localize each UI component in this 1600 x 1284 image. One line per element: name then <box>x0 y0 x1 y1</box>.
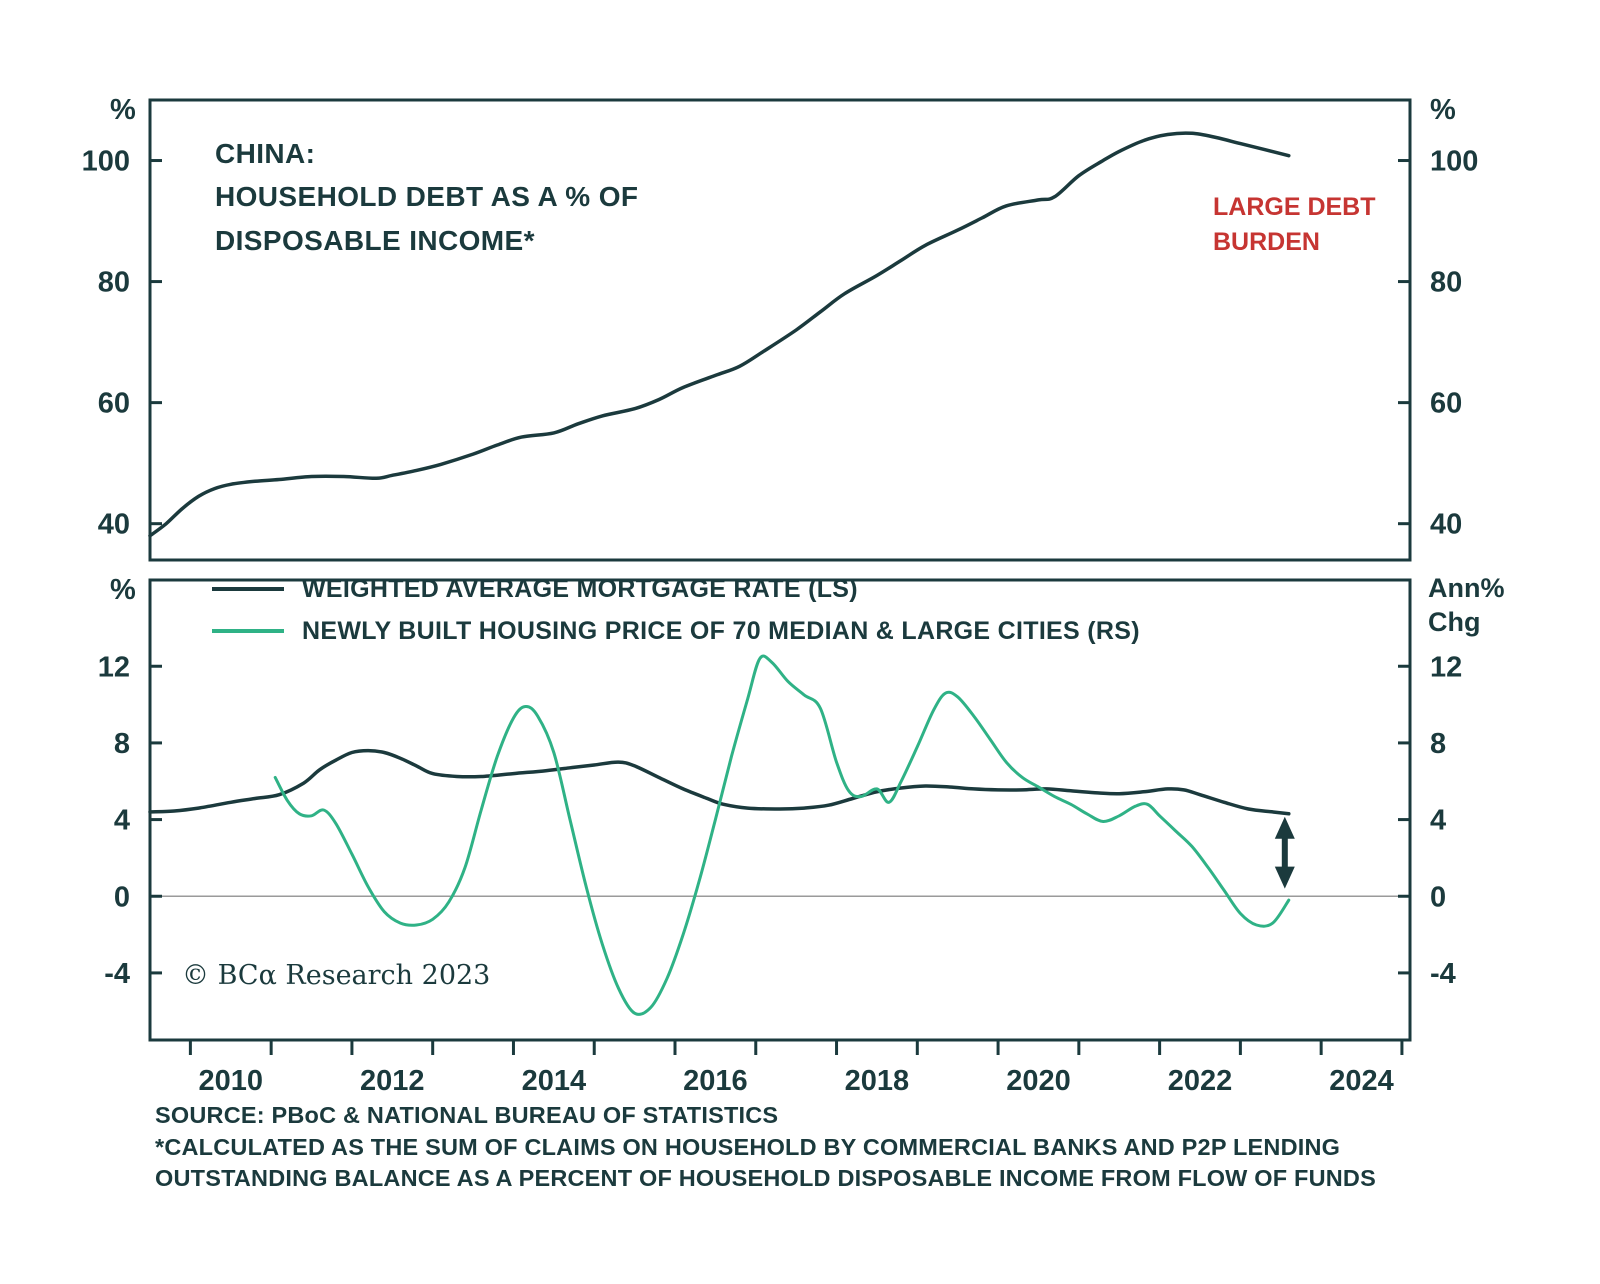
x-tick-label: 2024 <box>1329 1065 1394 1097</box>
bottom-series-line-0 <box>148 748 1291 816</box>
copyright-bca-research: © BCα Research 2023 <box>182 960 491 991</box>
top-y-tick-label-right: 100 <box>1430 146 1478 178</box>
top-right-axis-unit: % <box>1430 94 1456 126</box>
bottom-y-tick-label-right: -4 <box>1430 958 1456 990</box>
bottom-left-axis-unit: % <box>110 574 136 606</box>
bottom-series-line-1 <box>273 654 1291 1016</box>
chart-title: CHINA: HOUSEHOLD DEBT AS A % OF DISPOSAB… <box>215 138 639 256</box>
bottom-y-tick-label-right: 0 <box>1430 881 1446 913</box>
top-y-tick-label-left: 40 <box>98 509 130 541</box>
legend-line-green-icon <box>212 629 284 633</box>
x-tick-label: 2018 <box>845 1065 910 1097</box>
bottom-y-tick-label-right: 8 <box>1430 728 1446 760</box>
bottom-y-tick-label-right: 4 <box>1430 805 1446 837</box>
annotation-large-debt-burden: LARGE DEBT BURDEN <box>1213 193 1376 256</box>
gap-arrow-head-up-icon <box>1274 816 1295 839</box>
top-series-line-0 <box>148 131 1291 538</box>
bottom-y-tick-label-left: 4 <box>114 805 130 837</box>
top-y-tick-label-right: 80 <box>1430 267 1462 299</box>
legend-item-housing-price: NEWLY BUILT HOUSING PRICE OF 70 MEDIAN &… <box>212 610 1140 652</box>
legend-line-dark-icon <box>212 587 284 591</box>
bottom-y-tick-label-left: 8 <box>114 728 130 760</box>
legend: WEIGHTED AVERAGE MORTGAGE RATE (LS) NEWL… <box>212 568 1140 652</box>
footer-source: SOURCE: PBoC & NATIONAL BUREAU OF STATIS… <box>155 1102 779 1128</box>
top-y-tick-label-right: 40 <box>1430 509 1462 541</box>
top-y-tick-label-left: 80 <box>98 267 130 299</box>
x-tick-label: 2020 <box>1006 1065 1071 1097</box>
x-tick-label: 2010 <box>199 1065 264 1097</box>
top-y-tick-label-left: 100 <box>82 146 130 178</box>
bottom-y-tick-label-left: 0 <box>114 881 130 913</box>
x-tick-label: 2022 <box>1168 1065 1233 1097</box>
bottom-right-axis-unit: Ann% Chg <box>1428 573 1505 637</box>
top-left-axis-unit: % <box>110 94 136 126</box>
x-tick-label: 2016 <box>683 1065 748 1097</box>
x-tick-label: 2014 <box>522 1065 587 1097</box>
bottom-y-tick-label-left: -4 <box>104 958 130 990</box>
footer-note: *CALCULATED AS THE SUM OF CLAIMS ON HOUS… <box>155 1133 1376 1192</box>
top-y-tick-label-left: 60 <box>98 388 130 420</box>
top-y-tick-label-right: 60 <box>1430 388 1462 420</box>
bottom-y-tick-label-right: 12 <box>1430 651 1462 683</box>
x-tick-label: 2012 <box>360 1065 425 1097</box>
legend-label-housing-price: NEWLY BUILT HOUSING PRICE OF 70 MEDIAN &… <box>302 616 1140 645</box>
gap-arrow-head-down-icon <box>1274 866 1295 889</box>
top-panel-frame <box>148 98 1412 562</box>
bottom-y-tick-label-left: 12 <box>98 651 130 683</box>
bottom-panel-frame <box>148 578 1412 1042</box>
legend-label-mortgage-rate: WEIGHTED AVERAGE MORTGAGE RATE (LS) <box>302 574 858 603</box>
legend-item-mortgage-rate: WEIGHTED AVERAGE MORTGAGE RATE (LS) <box>212 568 1140 610</box>
footer: SOURCE: PBoC & NATIONAL BUREAU OF STATIS… <box>155 1100 1376 1195</box>
